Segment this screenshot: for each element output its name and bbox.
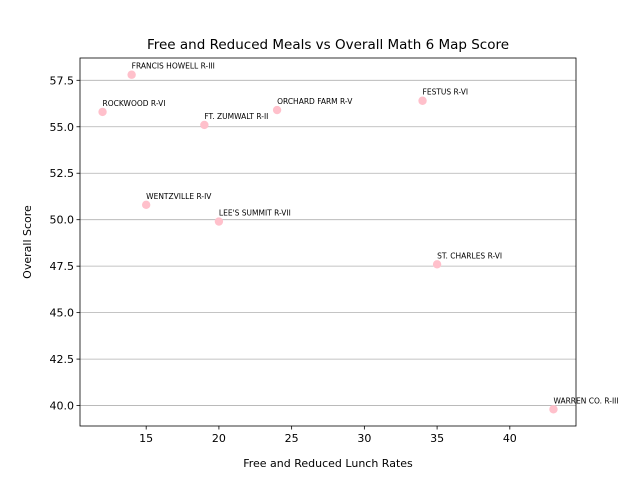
y-tick-label: 40.0 bbox=[50, 400, 75, 413]
y-tick-label: 50.0 bbox=[50, 214, 75, 227]
x-axis-label: Free and Reduced Lunch Rates bbox=[243, 457, 413, 470]
data-point bbox=[127, 70, 136, 79]
y-tick-label: 57.5 bbox=[50, 74, 75, 87]
chart-title: Free and Reduced Meals vs Overall Math 6… bbox=[147, 37, 509, 53]
data-point-label: ROCKWOOD R-VI bbox=[103, 99, 166, 108]
data-point bbox=[214, 217, 224, 226]
point-labels: ROCKWOOD R-VI FRANCIS HOWELL R-III WENTZVI… bbox=[103, 62, 619, 406]
data-point bbox=[141, 200, 151, 210]
plot-frame bbox=[79, 57, 577, 427]
data-point-label: ORCHARD FARM R-V bbox=[277, 97, 353, 106]
data-point bbox=[200, 120, 209, 130]
y-tick-label: 55.0 bbox=[50, 121, 75, 134]
data-point bbox=[272, 105, 282, 115]
x-axis-ticks: 15 20 25 30 35 40 bbox=[139, 426, 517, 445]
data-point-label: ST. CHARLES R-VI bbox=[437, 251, 502, 260]
x-tick-label: 15 bbox=[139, 432, 153, 445]
y-tick-label: 47.5 bbox=[50, 260, 75, 273]
y-tick-label: 42.5 bbox=[50, 353, 75, 366]
x-tick-label: 20 bbox=[212, 432, 226, 445]
y-tick-label: 52.5 bbox=[50, 167, 75, 180]
data-point-label: LEE'S SUMMIT R-VII bbox=[219, 209, 291, 218]
x-tick-label: 30 bbox=[357, 432, 371, 445]
data-point bbox=[98, 107, 107, 117]
data-point-label: WENTZVILLE R-IV bbox=[146, 192, 212, 201]
data-point bbox=[432, 260, 442, 269]
x-tick-label: 40 bbox=[503, 432, 517, 445]
data-points bbox=[98, 70, 558, 414]
y-tick-label: 45.0 bbox=[50, 307, 75, 320]
y-axis-label: Overall Score bbox=[21, 205, 34, 279]
data-point bbox=[418, 96, 427, 105]
x-tick-label: 35 bbox=[430, 432, 444, 445]
data-point-label: WARREN CO. R-III bbox=[553, 396, 618, 405]
grid-lines bbox=[80, 79, 576, 406]
data-point-label: FESTUS R-VI bbox=[423, 88, 469, 97]
data-point-label: FT. ZUMWALT R-II bbox=[204, 112, 268, 121]
y-axis-ticks: 40.0 42.5 45.0 47.5 50.0 52.5 55.0 57.5 bbox=[50, 74, 80, 413]
data-point-label: FRANCIS HOWELL R-III bbox=[132, 62, 215, 71]
x-tick-label: 25 bbox=[285, 432, 299, 445]
data-point bbox=[549, 405, 558, 414]
